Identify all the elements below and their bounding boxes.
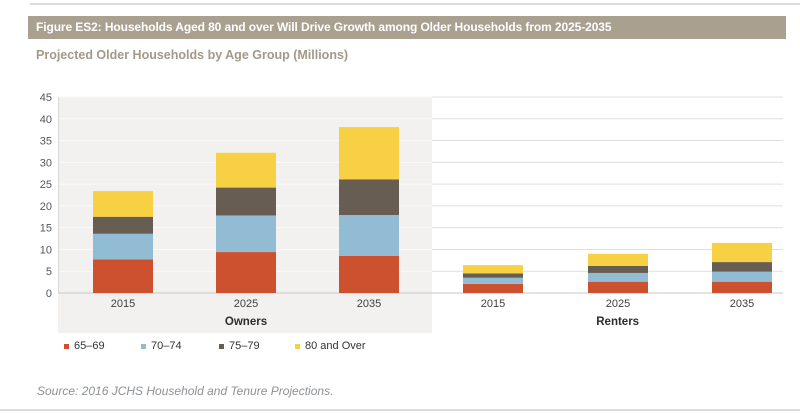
chart-subtitle: Projected Older Households by Age Group … [36,48,349,62]
bar-segment-75–79 [463,273,523,278]
top-divider [30,3,800,5]
group-label-renters: Renters [596,316,639,328]
bar-segment-80-and-Over [93,191,153,217]
bar-segment-65–69 [463,283,523,293]
y-tick-label: 20 [40,201,52,213]
bottom-divider [0,409,800,411]
bar-segment-75–79 [216,187,276,216]
bar-segment-65–69 [216,252,276,293]
category-label: 2035 [357,298,381,310]
figure-title: Figure ES2: Households Aged 80 and over … [36,20,612,34]
y-tick-label: 30 [40,157,52,169]
bar-segment-70–74 [463,277,523,284]
bar-segment-70–74 [216,215,276,253]
legend-swatch-icon [219,343,224,349]
bar-segment-80-and-Over [588,253,648,266]
bar-segment-65–69 [339,255,399,293]
bar-segment-75–79 [712,262,772,272]
bar-segment-70–74 [93,233,153,260]
legend-item: 65–69 [64,340,105,352]
bar-segment-80-and-Over [463,265,523,274]
chart-legend: 65–69 70–74 75–79 80 and Over [0,340,800,356]
legend-item: 80 and Over [295,340,366,352]
y-tick-label: 0 [46,288,52,300]
legend-label: 70–74 [151,340,182,352]
legend-swatch-icon [295,343,300,349]
bar-segment-80-and-Over [339,127,399,180]
bar-segment-70–74 [339,215,399,256]
bar-segment-70–74 [712,271,772,282]
bar-segment-80-and-Over [712,242,772,263]
figure-title-bar: Figure ES2: Households Aged 80 and over … [28,16,786,39]
bar-segment-65–69 [712,281,772,293]
category-label: 2025 [606,298,630,310]
category-label: 2015 [111,298,135,310]
legend-label: 80 and Over [305,340,366,352]
category-label: 2035 [730,298,754,310]
category-label: 2015 [481,298,505,310]
bar-segment-75–79 [93,216,153,234]
category-label: 2025 [234,298,258,310]
y-tick-label: 15 [40,223,52,235]
y-tick-label: 35 [40,136,52,148]
bar-segment-65–69 [588,281,648,293]
bar-segment-80-and-Over [216,152,276,188]
group-label-owners: Owners [225,316,267,328]
y-tick-label: 10 [40,244,52,256]
bar-segment-65–69 [93,259,153,293]
legend-swatch-icon [141,343,146,349]
legend-item: 75–79 [219,340,260,352]
bar-segment-75–79 [588,265,648,273]
legend-label: 75–79 [229,340,260,352]
bar-segment-75–79 [339,179,399,216]
y-tick-label: 25 [40,179,52,191]
y-tick-label: 45 [40,92,52,104]
source-note: Source: 2016 JCHS Household and Tenure P… [37,384,334,398]
legend-swatch-icon [64,343,69,349]
legend-label: 65–69 [74,340,105,352]
y-tick-label: 40 [40,114,52,126]
legend-item: 70–74 [141,340,182,352]
bar-segment-70–74 [588,272,648,282]
y-tick-label: 5 [46,266,52,278]
